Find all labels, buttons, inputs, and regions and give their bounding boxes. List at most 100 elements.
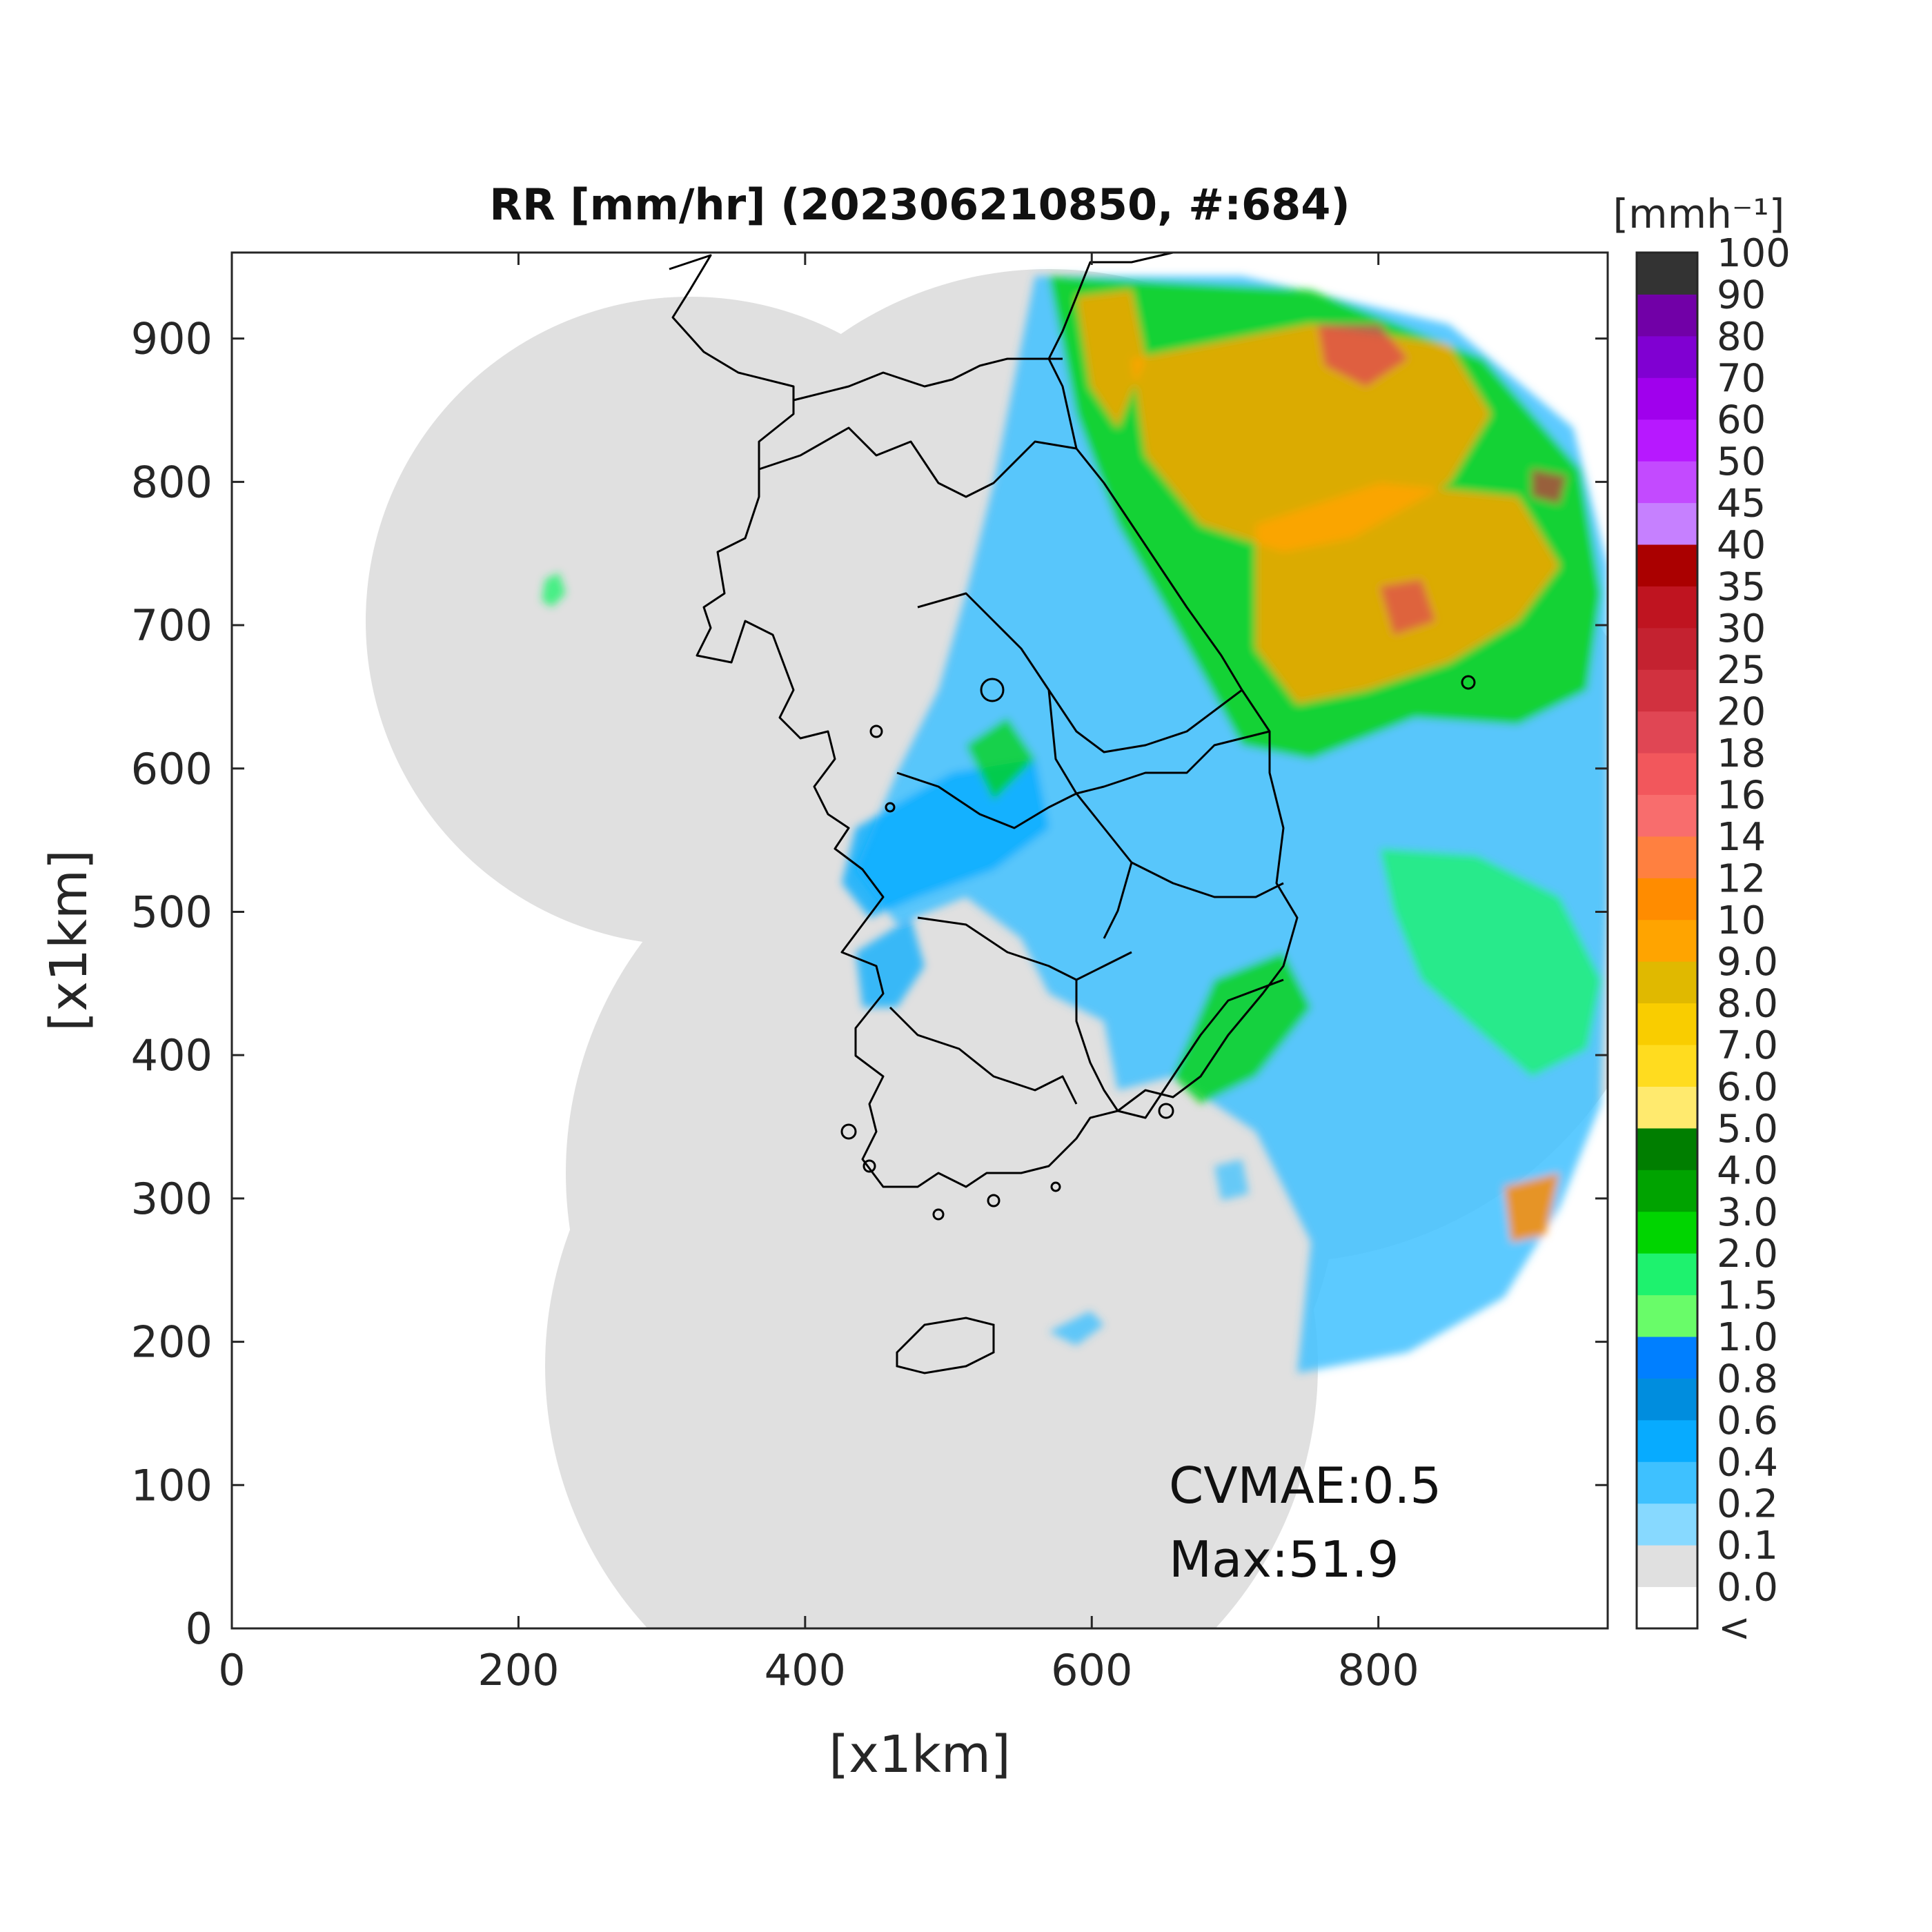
y-axis-ticks: 0 100 200 300 400 500 600 700 800 900 [131, 314, 1608, 1654]
colorbar-segment [1637, 878, 1697, 920]
y-tick-label: 500 [131, 887, 213, 937]
colorbar-level-label: 0.2 [1717, 1482, 1778, 1527]
colorbar-segment [1637, 919, 1697, 962]
colorbar-segment [1637, 1419, 1697, 1462]
coastline-mainland [669, 253, 1299, 1188]
x-axis-ticks: 0 200 400 600 800 [218, 253, 1419, 1695]
colorbar-segment [1637, 1170, 1697, 1212]
colorbar-segment [1637, 753, 1697, 796]
colorbar-level-label: 0.1 [1717, 1524, 1778, 1568]
rain-cell-intense-1 [1318, 324, 1408, 386]
colorbar-segment [1637, 1378, 1697, 1421]
rain-cell-intense-3 [1532, 469, 1566, 504]
colorbar-segment [1637, 1086, 1697, 1129]
colorbar-segment [1637, 586, 1697, 629]
island-10 [980, 678, 1005, 702]
colorbar-segment [1637, 1503, 1697, 1546]
colorbar-level-label: 25 [1717, 648, 1766, 693]
colorbar-level-label: 20 [1717, 690, 1766, 735]
y-tick-label: 400 [131, 1030, 213, 1081]
colorbar-level-label: 0.0 [1717, 1566, 1778, 1610]
colorbar-segment [1637, 335, 1697, 378]
colorbar-segment [1637, 1294, 1697, 1337]
island-8 [1158, 1103, 1174, 1119]
x-axis-label: [x1km] [829, 1725, 1011, 1784]
boundary-dmz [793, 357, 1063, 402]
colorbar-level-label: 90 [1717, 273, 1766, 317]
boundary-north [758, 426, 1077, 498]
x-tick-label: 0 [218, 1645, 245, 1695]
rain-area-west [842, 759, 1049, 918]
rain-area-jeju [1049, 1311, 1104, 1346]
island-4 [862, 1159, 876, 1173]
rain-area-green-sw [966, 718, 1035, 800]
x-tick-label: 400 [765, 1645, 846, 1695]
boundary-jeolla-south [889, 1006, 1078, 1105]
colorbar-level-label: 50 [1717, 440, 1766, 484]
island-2 [885, 802, 896, 813]
colorbar-level-label: 14 [1717, 815, 1766, 860]
colorbar-segment [1637, 1586, 1697, 1629]
x-tick-label: 200 [477, 1645, 559, 1695]
colorbar-level-label: 1.5 [1717, 1274, 1778, 1319]
boundary-gyeongbuk [1131, 861, 1284, 898]
colorbar-segment [1637, 1211, 1697, 1254]
colorbar-level-label: 1.0 [1717, 1315, 1778, 1360]
colorbar-level-label: 3.0 [1717, 1190, 1778, 1235]
axes-frame [230, 251, 1609, 1630]
rain-area-heavy-north [1076, 290, 1145, 428]
colorbar-level-label: 8.0 [1717, 982, 1778, 1027]
colorbar-level-label: 45 [1717, 482, 1766, 526]
colorbar-under-label: < [1718, 1606, 1751, 1650]
colorbar-segment [1637, 627, 1697, 670]
rain-area-heavy-southeast [1504, 1173, 1559, 1242]
y-tick-label: 900 [131, 314, 213, 364]
colorbar-level-label: 7.0 [1717, 1023, 1778, 1068]
colorbar-segment [1637, 461, 1697, 504]
colorbar-segment [1637, 1545, 1697, 1588]
rain-cell-intense-2 [1380, 580, 1435, 635]
colorbar-level-label: 6.0 [1717, 1065, 1778, 1110]
colorbar-unit: [mmh⁻¹] [1613, 190, 1785, 237]
colorbar-level-label: 5.0 [1717, 1107, 1778, 1152]
colorbar-segment [1637, 377, 1697, 420]
colorbar-segment [1637, 544, 1697, 586]
precipitation-field [542, 276, 1608, 1373]
island-5 [932, 1208, 945, 1221]
island-6 [987, 1194, 1000, 1208]
colorbar-segment [1637, 1045, 1697, 1087]
y-tick-label: 200 [131, 1317, 213, 1368]
colorbar-level-label: 4.0 [1717, 1148, 1778, 1193]
colorbar-segment [1637, 711, 1697, 753]
colorbar-level-label: 12 [1717, 856, 1766, 901]
colorbar-level-label: 2.0 [1717, 1232, 1778, 1276]
island-7 [1050, 1181, 1061, 1192]
colorbar-level-label: 35 [1717, 564, 1766, 609]
x-tick-label: 800 [1337, 1645, 1419, 1695]
island-jeju [896, 1317, 995, 1374]
rain-cell-west [542, 573, 566, 607]
rain-area-southwest [856, 918, 925, 1007]
island-1 [869, 724, 883, 738]
colorbar-frame [1635, 251, 1699, 1630]
chart-title: RR [mm/hr] (202306210850, #:684) [489, 179, 1350, 230]
colorbar-level-label: 40 [1717, 523, 1766, 568]
colorbar-level-label: 18 [1717, 731, 1766, 776]
colorbar-segment [1637, 669, 1697, 712]
colorbar-segment [1637, 1253, 1697, 1296]
plot-area: 0 200 400 600 800 0 100 200 300 400 500 600 700 800 9… [131, 251, 1609, 1695]
colorbar-segment [1637, 961, 1697, 1004]
island-3 [840, 1123, 857, 1140]
y-tick-label: 0 [186, 1604, 213, 1654]
rain-area-green-east [1380, 849, 1601, 1076]
colorbar-level-label: 0.8 [1717, 1357, 1778, 1401]
max-annotation: Max:51.9 [1169, 1530, 1399, 1588]
y-tick-label: 800 [131, 457, 213, 507]
boundary-gyeongsang [1075, 978, 1284, 1119]
x-tick-label: 600 [1051, 1645, 1132, 1695]
y-axis-label: [x1km] [39, 849, 99, 1032]
colorbar-level-label: 16 [1717, 773, 1766, 818]
y-tick-label: 700 [131, 600, 213, 651]
cvmae-annotation: CVMAE:0.5 [1169, 1457, 1441, 1515]
y-tick-label: 100 [131, 1460, 213, 1510]
